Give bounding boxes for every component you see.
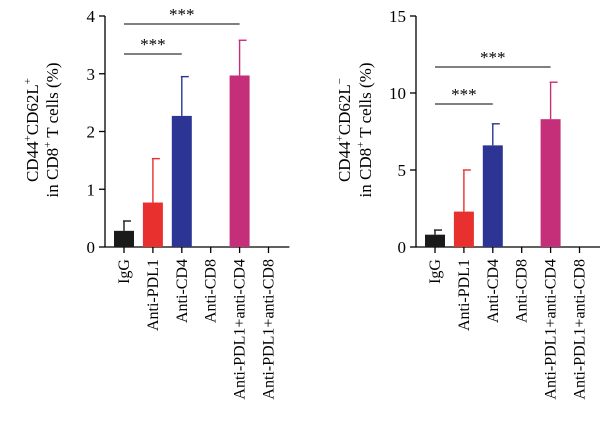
bar-anti-cd4 <box>482 145 503 247</box>
category-label: Anti-PDL1+anti-CD8 <box>572 259 589 400</box>
category-label: IgG <box>427 259 444 284</box>
y-tick-label: 3 <box>87 65 96 84</box>
y-tick-label: 4 <box>87 7 96 26</box>
y-axis-label-line1: CD44+CD62L− <box>334 78 354 182</box>
category-label: Anti-PDL1 <box>456 259 473 331</box>
category-label: Anti-CD4 <box>174 259 191 323</box>
bar-igg <box>425 234 445 247</box>
y-tick-label: 0 <box>87 238 96 257</box>
significance-label: *** <box>169 5 195 24</box>
chart-panel-1: 0 1 2 3 4 IgG Anti-PDL1 Anti-CD4 Anti-CD8 Anti-PD… <box>22 5 290 400</box>
y-axis-label-line2: in CD8+ T cells (%) <box>355 63 375 198</box>
significance-label: *** <box>451 85 477 104</box>
y-tick-label: 1 <box>87 180 96 199</box>
category-label: IgG <box>116 259 133 284</box>
category-label: Anti-PDL1 <box>145 259 162 331</box>
bar-anti-pdl1 <box>453 211 474 247</box>
category-label: Anti-CD8 <box>203 259 220 323</box>
y-axis-label-line2: in CD8+ T cells (%) <box>42 63 62 198</box>
y-tick-label: 15 <box>389 7 406 26</box>
category-label: Anti-PDL1+anti-CD4 <box>232 259 249 400</box>
y-tick-label: 5 <box>398 161 407 180</box>
category-label: Anti-CD4 <box>485 259 502 323</box>
bar-anti-cd4 <box>171 115 192 247</box>
y-tick-label: 10 <box>389 84 406 103</box>
y-axis-label-line1: CD44+CD62L+ <box>22 78 42 182</box>
bar-anti-pdl1-anti-cd4 <box>540 119 561 247</box>
bar-anti-pdl1-anti-cd4 <box>229 75 250 247</box>
y-tick-label: 2 <box>87 123 96 142</box>
significance-label: *** <box>480 48 506 67</box>
category-label: Anti-PDL1+anti-CD8 <box>261 259 278 400</box>
chart-panel-2: 0 5 10 15 IgG Anti-PDL1 Anti-CD4 Anti-CD8 Anti-P… <box>334 7 600 400</box>
y-tick-label: 0 <box>398 238 407 257</box>
category-label: Anti-CD8 <box>514 259 531 323</box>
bar-igg <box>114 230 134 247</box>
significance-label: *** <box>140 35 166 54</box>
bar-anti-pdl1 <box>142 202 163 247</box>
category-label: Anti-PDL1+anti-CD4 <box>543 259 560 400</box>
